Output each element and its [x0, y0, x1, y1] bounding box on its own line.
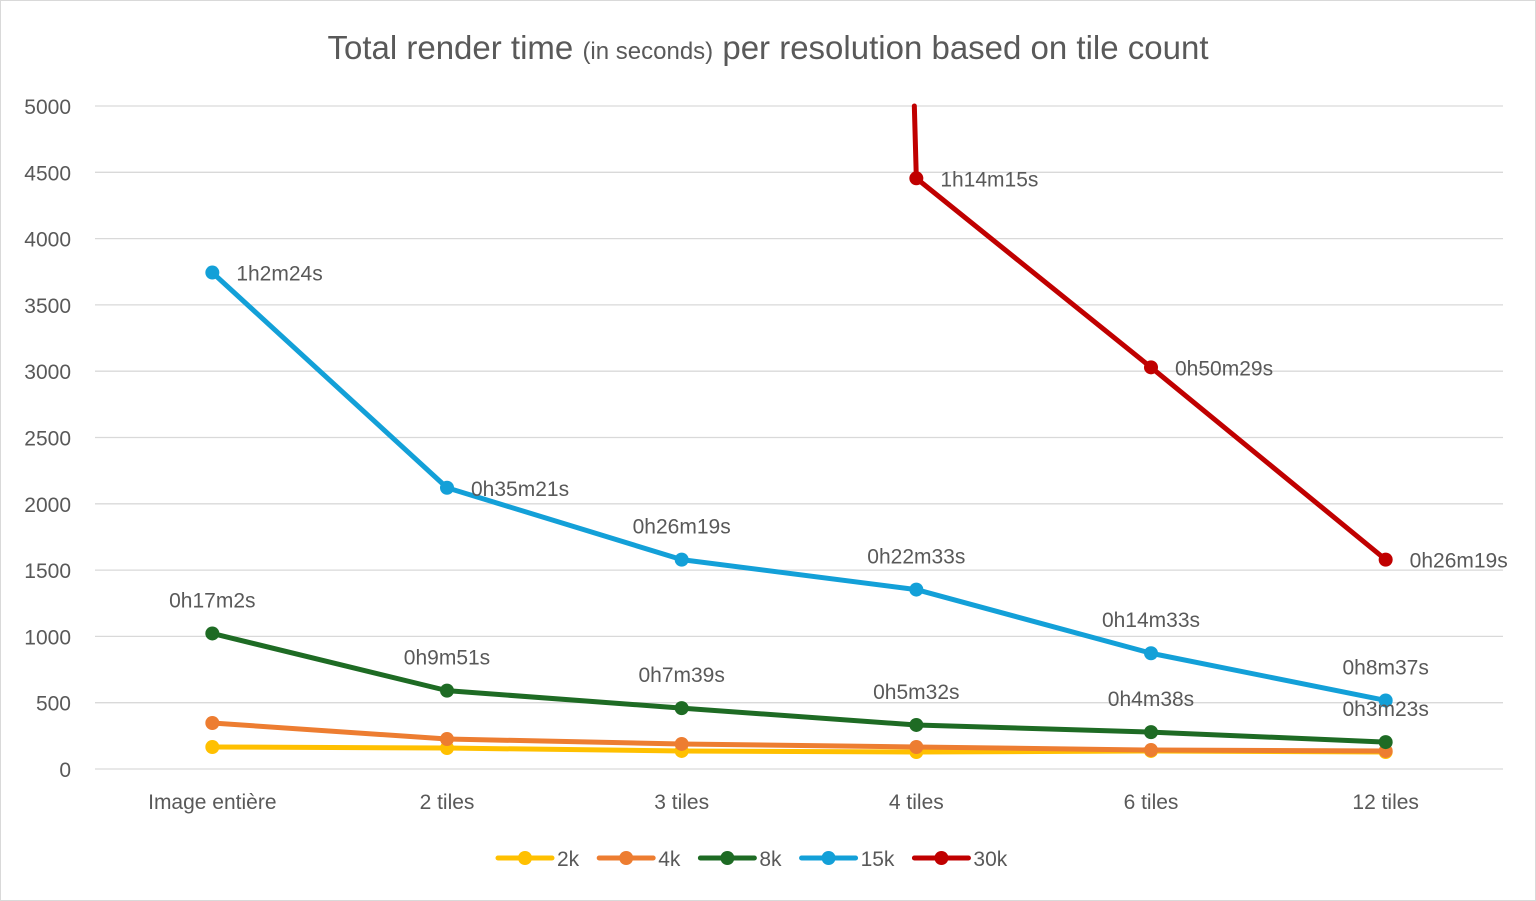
data-point: [1378, 735, 1393, 750]
y-tick-label: 5000: [24, 96, 71, 119]
legend-label: 2k: [557, 848, 580, 871]
data-label: 0h17m2s: [169, 589, 255, 612]
x-tick-label: Image entière: [148, 791, 276, 814]
gridlines: [95, 105, 1503, 770]
series-8k: [205, 626, 1393, 750]
chart-title: Total render time (in seconds) per resol…: [327, 29, 1208, 66]
data-label: 1h14m15s: [940, 168, 1038, 191]
series-15k: [205, 265, 1393, 708]
y-tick-label: 2000: [24, 494, 71, 517]
data-label: 0h8m37s: [1342, 656, 1428, 679]
legend-item-15k[interactable]: 15k: [799, 848, 895, 871]
data-point: [1144, 646, 1158, 661]
x-tick-label: 4 tiles: [889, 791, 944, 814]
data-label: 0h4m38s: [1108, 688, 1194, 711]
data-point: [440, 480, 454, 495]
data-point: [1378, 693, 1393, 708]
series-line: [212, 720, 1386, 754]
data-point: [1144, 743, 1158, 758]
y-tick-label: 2500: [24, 428, 71, 451]
legend-label: 4k: [658, 848, 681, 871]
data-point: [205, 626, 220, 641]
series-line-offscale: [911, 103, 919, 181]
data-point: [1378, 552, 1393, 567]
x-tick-label: 6 tiles: [1124, 791, 1179, 814]
legend-marker: [720, 851, 735, 865]
series-30k: [909, 103, 1393, 567]
data-label: 0h3m23s: [1342, 698, 1428, 721]
legend-marker: [518, 851, 532, 865]
legend-item-4k[interactable]: 4k: [596, 848, 681, 871]
y-tick-label: 1000: [24, 626, 71, 649]
data-point: [1144, 725, 1158, 740]
title-unit: (in seconds): [582, 38, 713, 65]
data-point: [909, 582, 924, 597]
data-label: 0h22m33s: [867, 546, 965, 569]
legend-marker: [821, 851, 836, 865]
title-main: Total render time: [327, 29, 573, 66]
data-point: [909, 739, 924, 754]
data-label: 0h35m21s: [471, 478, 569, 501]
data-point: [909, 717, 924, 732]
data-point: [440, 732, 454, 747]
x-tick-label: 3 tiles: [654, 791, 709, 814]
data-label: 0h9m51s: [404, 647, 490, 670]
legend-marker: [619, 851, 634, 865]
legend-label: 15k: [861, 848, 895, 871]
y-tick-label: 1500: [24, 560, 71, 583]
series-line: [211, 631, 1386, 745]
y-tick-label: 500: [36, 693, 71, 716]
data-point: [205, 715, 220, 730]
legend-label: 8k: [759, 848, 782, 871]
data-label: 0h14m33s: [1102, 609, 1200, 632]
y-axis-ticks: 0 500 1000 1500 2000 2500 3000 3500 4000 4500 5000: [24, 96, 71, 782]
x-tick-label: 12 tiles: [1352, 791, 1419, 814]
y-tick-label: 4000: [24, 229, 71, 252]
data-point: [205, 739, 220, 754]
legend-item-30k[interactable]: 30k: [911, 848, 1008, 871]
y-tick-label: 3500: [24, 295, 71, 318]
series-line: [210, 270, 1387, 703]
y-tick-label: 0: [59, 759, 71, 782]
x-axis-ticks: Image entière 2 tiles 3 tiles 4 tiles 6 tile…: [148, 791, 1419, 814]
y-tick-label: 4500: [24, 162, 71, 185]
title-rest: per resolution based on tile count: [722, 29, 1208, 66]
series-layer: [205, 103, 1393, 760]
data-point: [674, 552, 689, 567]
legend-item-2k[interactable]: 2k: [495, 848, 580, 871]
data-label: 0h26m19s: [1410, 550, 1508, 573]
legend-label: 30k: [973, 848, 1007, 871]
data-labels: 0h17m2s 0h9m51s 0h7m39s 0h5m32s 0h4m38s 0h3m2…: [169, 168, 1508, 721]
legend-item-8k[interactable]: 8k: [697, 848, 782, 871]
data-point: [440, 683, 454, 698]
data-point: [909, 171, 924, 186]
data-label: 0h50m29s: [1175, 357, 1273, 380]
data-label: 0h7m39s: [638, 664, 724, 687]
data-label: 1h2m24s: [236, 263, 322, 286]
y-tick-label: 3000: [24, 361, 71, 384]
legend-marker: [934, 851, 949, 865]
data-point: [205, 265, 220, 280]
data-label: 0h26m19s: [633, 516, 731, 539]
legend: 2k 4k 8k 15k 30k: [495, 848, 1008, 871]
data-point: [1144, 360, 1158, 375]
x-tick-label: 2 tiles: [420, 791, 475, 814]
data-label: 0h5m32s: [873, 681, 959, 704]
data-point: [674, 701, 689, 716]
data-point: [674, 736, 689, 751]
